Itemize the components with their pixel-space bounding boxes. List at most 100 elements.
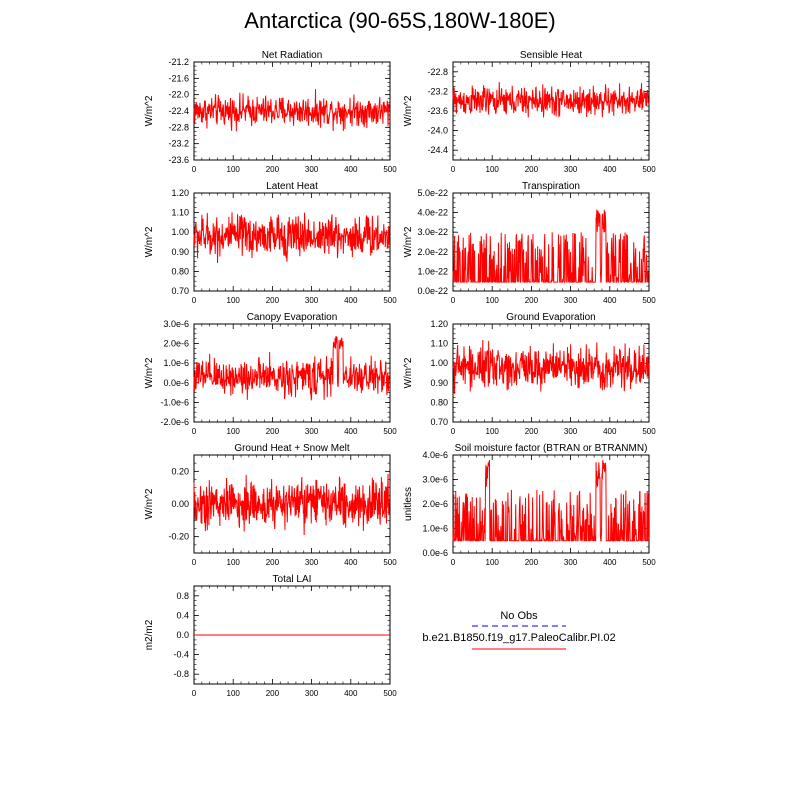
series-line (193, 473, 391, 535)
y-axis-label: W/m^2 (144, 357, 155, 388)
x-tick-label: 100 (227, 689, 241, 698)
y-tick-label: -1.0e-6 (160, 397, 189, 407)
x-tick-label: 200 (266, 165, 280, 174)
chart-panel: Canopy Evaporation W/m^2 0 100 200 300 400 500 -… (144, 312, 397, 436)
x-tick-label: 100 (486, 427, 500, 436)
x-tick-label: 400 (603, 296, 617, 305)
series-line (193, 212, 391, 264)
y-tick-label: 4.0e-6 (422, 450, 448, 460)
x-tick-label: 200 (266, 296, 280, 305)
y-tick-label: -23.2 (427, 86, 448, 96)
x-tick-label: 500 (642, 427, 656, 436)
y-tick-label: 1.0e-6 (422, 524, 448, 534)
x-tick-label: 300 (564, 558, 578, 567)
x-tick-label: 100 (227, 296, 241, 305)
x-tick-label: 400 (344, 689, 358, 698)
x-tick-label: 500 (383, 689, 397, 698)
y-tick-label: 0.8 (176, 591, 189, 601)
panel-title: Latent Heat (266, 181, 318, 192)
y-tick-label: -22.8 (427, 67, 448, 77)
y-tick-label: 0.90 (171, 247, 189, 257)
panel-title: Ground Evaporation (506, 312, 596, 323)
x-tick-label: 500 (383, 296, 397, 305)
y-axis-label: W/m^2 (144, 226, 155, 257)
panel-title: Sensible Heat (520, 50, 582, 61)
series-line (452, 459, 650, 542)
panel-title: Transpiration (522, 181, 580, 192)
y-axis-label: unitless (403, 487, 414, 521)
series-line (193, 336, 391, 401)
y-tick-label: 0.20 (171, 466, 189, 476)
x-tick-label: 300 (305, 165, 319, 174)
series-line (452, 81, 650, 118)
y-tick-label: -21.6 (168, 73, 189, 83)
y-tick-label: -0.20 (168, 532, 189, 542)
x-tick-label: 400 (603, 165, 617, 174)
x-tick-label: 500 (383, 165, 397, 174)
plot-frame (452, 61, 650, 161)
x-tick-label: 100 (227, 165, 241, 174)
y-tick-label: 1.00 (171, 227, 189, 237)
y-tick-label: -23.2 (168, 139, 189, 149)
x-tick-label: 400 (344, 427, 358, 436)
y-tick-label: 0.80 (430, 397, 448, 407)
x-tick-label: 300 (305, 689, 319, 698)
chart-panel: Ground Heat + Snow Melt W/m^2 0 100 200 300 40… (144, 443, 397, 567)
y-tick-label: 2.0e-22 (417, 247, 448, 257)
y-tick-label: 1.10 (171, 208, 189, 218)
panel-title: Ground Heat + Snow Melt (234, 443, 350, 454)
y-tick-label: 1.0e-6 (163, 358, 189, 368)
y-tick-label: 0.0 (176, 630, 189, 640)
series-line (452, 339, 650, 394)
x-tick-label: 300 (305, 558, 319, 567)
x-tick-label: 300 (305, 296, 319, 305)
x-tick-label: 0 (192, 558, 197, 567)
legend: No Obs b.e21.B1850.f19_g17.PaleoCalibr.PI… (422, 610, 616, 650)
x-tick-label: 100 (227, 558, 241, 567)
x-tick-label: 100 (486, 165, 500, 174)
x-tick-label: 300 (564, 427, 578, 436)
x-tick-label: 0 (451, 558, 456, 567)
y-tick-label: 3.0e-22 (417, 227, 448, 237)
y-tick-label: 3.0e-6 (422, 475, 448, 485)
x-tick-label: 100 (227, 427, 241, 436)
x-tick-label: 400 (344, 296, 358, 305)
x-tick-label: 500 (642, 558, 656, 567)
chart-panel: Soil moisture factor (BTRAN or BTRANMN) u… (403, 443, 656, 567)
y-tick-label: 1.10 (430, 339, 448, 349)
x-tick-label: 0 (451, 296, 456, 305)
panel-title: Total LAI (273, 574, 312, 585)
y-tick-label: 0.90 (430, 378, 448, 388)
y-tick-label: -23.6 (427, 106, 448, 116)
y-tick-label: -21.2 (168, 57, 189, 67)
x-tick-label: 0 (451, 427, 456, 436)
y-tick-label: 0.0e-6 (422, 548, 448, 558)
chart-panel: Sensible Heat W/m^2 0 100 200 300 400 500 -22.8 -… (403, 50, 656, 174)
y-tick-label: 1.0e-22 (417, 266, 448, 276)
x-tick-label: 100 (486, 558, 500, 567)
panel-title: Canopy Evaporation (247, 312, 338, 323)
panel-title: Soil moisture factor (BTRAN or BTRANMN) (455, 443, 648, 454)
x-tick-label: 200 (525, 427, 539, 436)
y-axis-label: W/m^2 (403, 95, 414, 126)
chart-panel: Transpiration W/m^2 0 100 200 300 400 500 0.0e-2… (403, 181, 656, 305)
y-tick-label: 0.0e-22 (417, 286, 448, 296)
series-line (452, 209, 649, 284)
y-tick-label: -22.0 (168, 90, 189, 100)
y-tick-label: 1.20 (171, 188, 189, 198)
y-tick-label: 5.0e-22 (417, 188, 448, 198)
y-tick-label: 3.0e-6 (163, 319, 189, 329)
y-axis-label: m2/m2 (144, 619, 155, 650)
chart-panel: Ground Evaporation W/m^2 0 100 200 300 400 500 0… (403, 312, 656, 436)
chart-panel: Latent Heat W/m^2 0 100 200 300 400 500 0.70 0.80… (144, 181, 397, 305)
x-tick-label: 0 (192, 296, 197, 305)
y-tick-label: -0.8 (173, 669, 189, 679)
y-tick-label: -2.0e-6 (160, 417, 189, 427)
y-axis-label: W/m^2 (144, 95, 155, 126)
x-tick-label: 0 (451, 165, 456, 174)
x-tick-label: 500 (383, 558, 397, 567)
y-axis-label: W/m^2 (144, 488, 155, 519)
page-title: Antarctica (90-65S,180W-180E) (244, 8, 556, 33)
y-tick-label: 4.0e-22 (417, 208, 448, 218)
y-tick-label: 1.20 (430, 319, 448, 329)
